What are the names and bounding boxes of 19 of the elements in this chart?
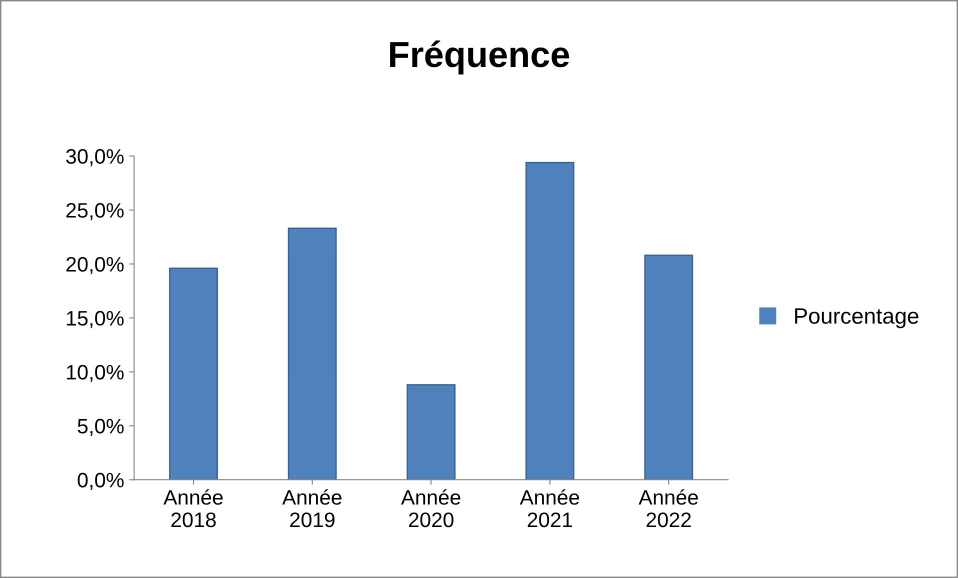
x-tick-label: Année 2021 xyxy=(520,489,580,528)
y-tick-label: 5,0% xyxy=(78,418,124,436)
legend-label: Pourcentage xyxy=(795,308,918,328)
chart-title: Fréquence xyxy=(390,40,570,74)
x-tick-label: Année 2018 xyxy=(163,489,223,528)
y-tick-label: 15,0% xyxy=(66,310,124,328)
x-tick-label: Année 2019 xyxy=(282,489,342,528)
bar xyxy=(288,228,337,480)
bar xyxy=(644,254,694,480)
bar xyxy=(406,384,456,480)
y-tick-label: 30,0% xyxy=(66,149,124,166)
x-tick-label: Année 2020 xyxy=(401,489,460,528)
y-tick-label: 25,0% xyxy=(66,203,124,220)
bar xyxy=(169,268,218,480)
y-tick-label: 0,0% xyxy=(78,472,124,490)
y-tick-label: 10,0% xyxy=(66,364,124,382)
bar xyxy=(525,162,574,480)
x-tick-label: Année 2022 xyxy=(638,489,698,528)
y-tick-label: 20,0% xyxy=(66,256,124,274)
